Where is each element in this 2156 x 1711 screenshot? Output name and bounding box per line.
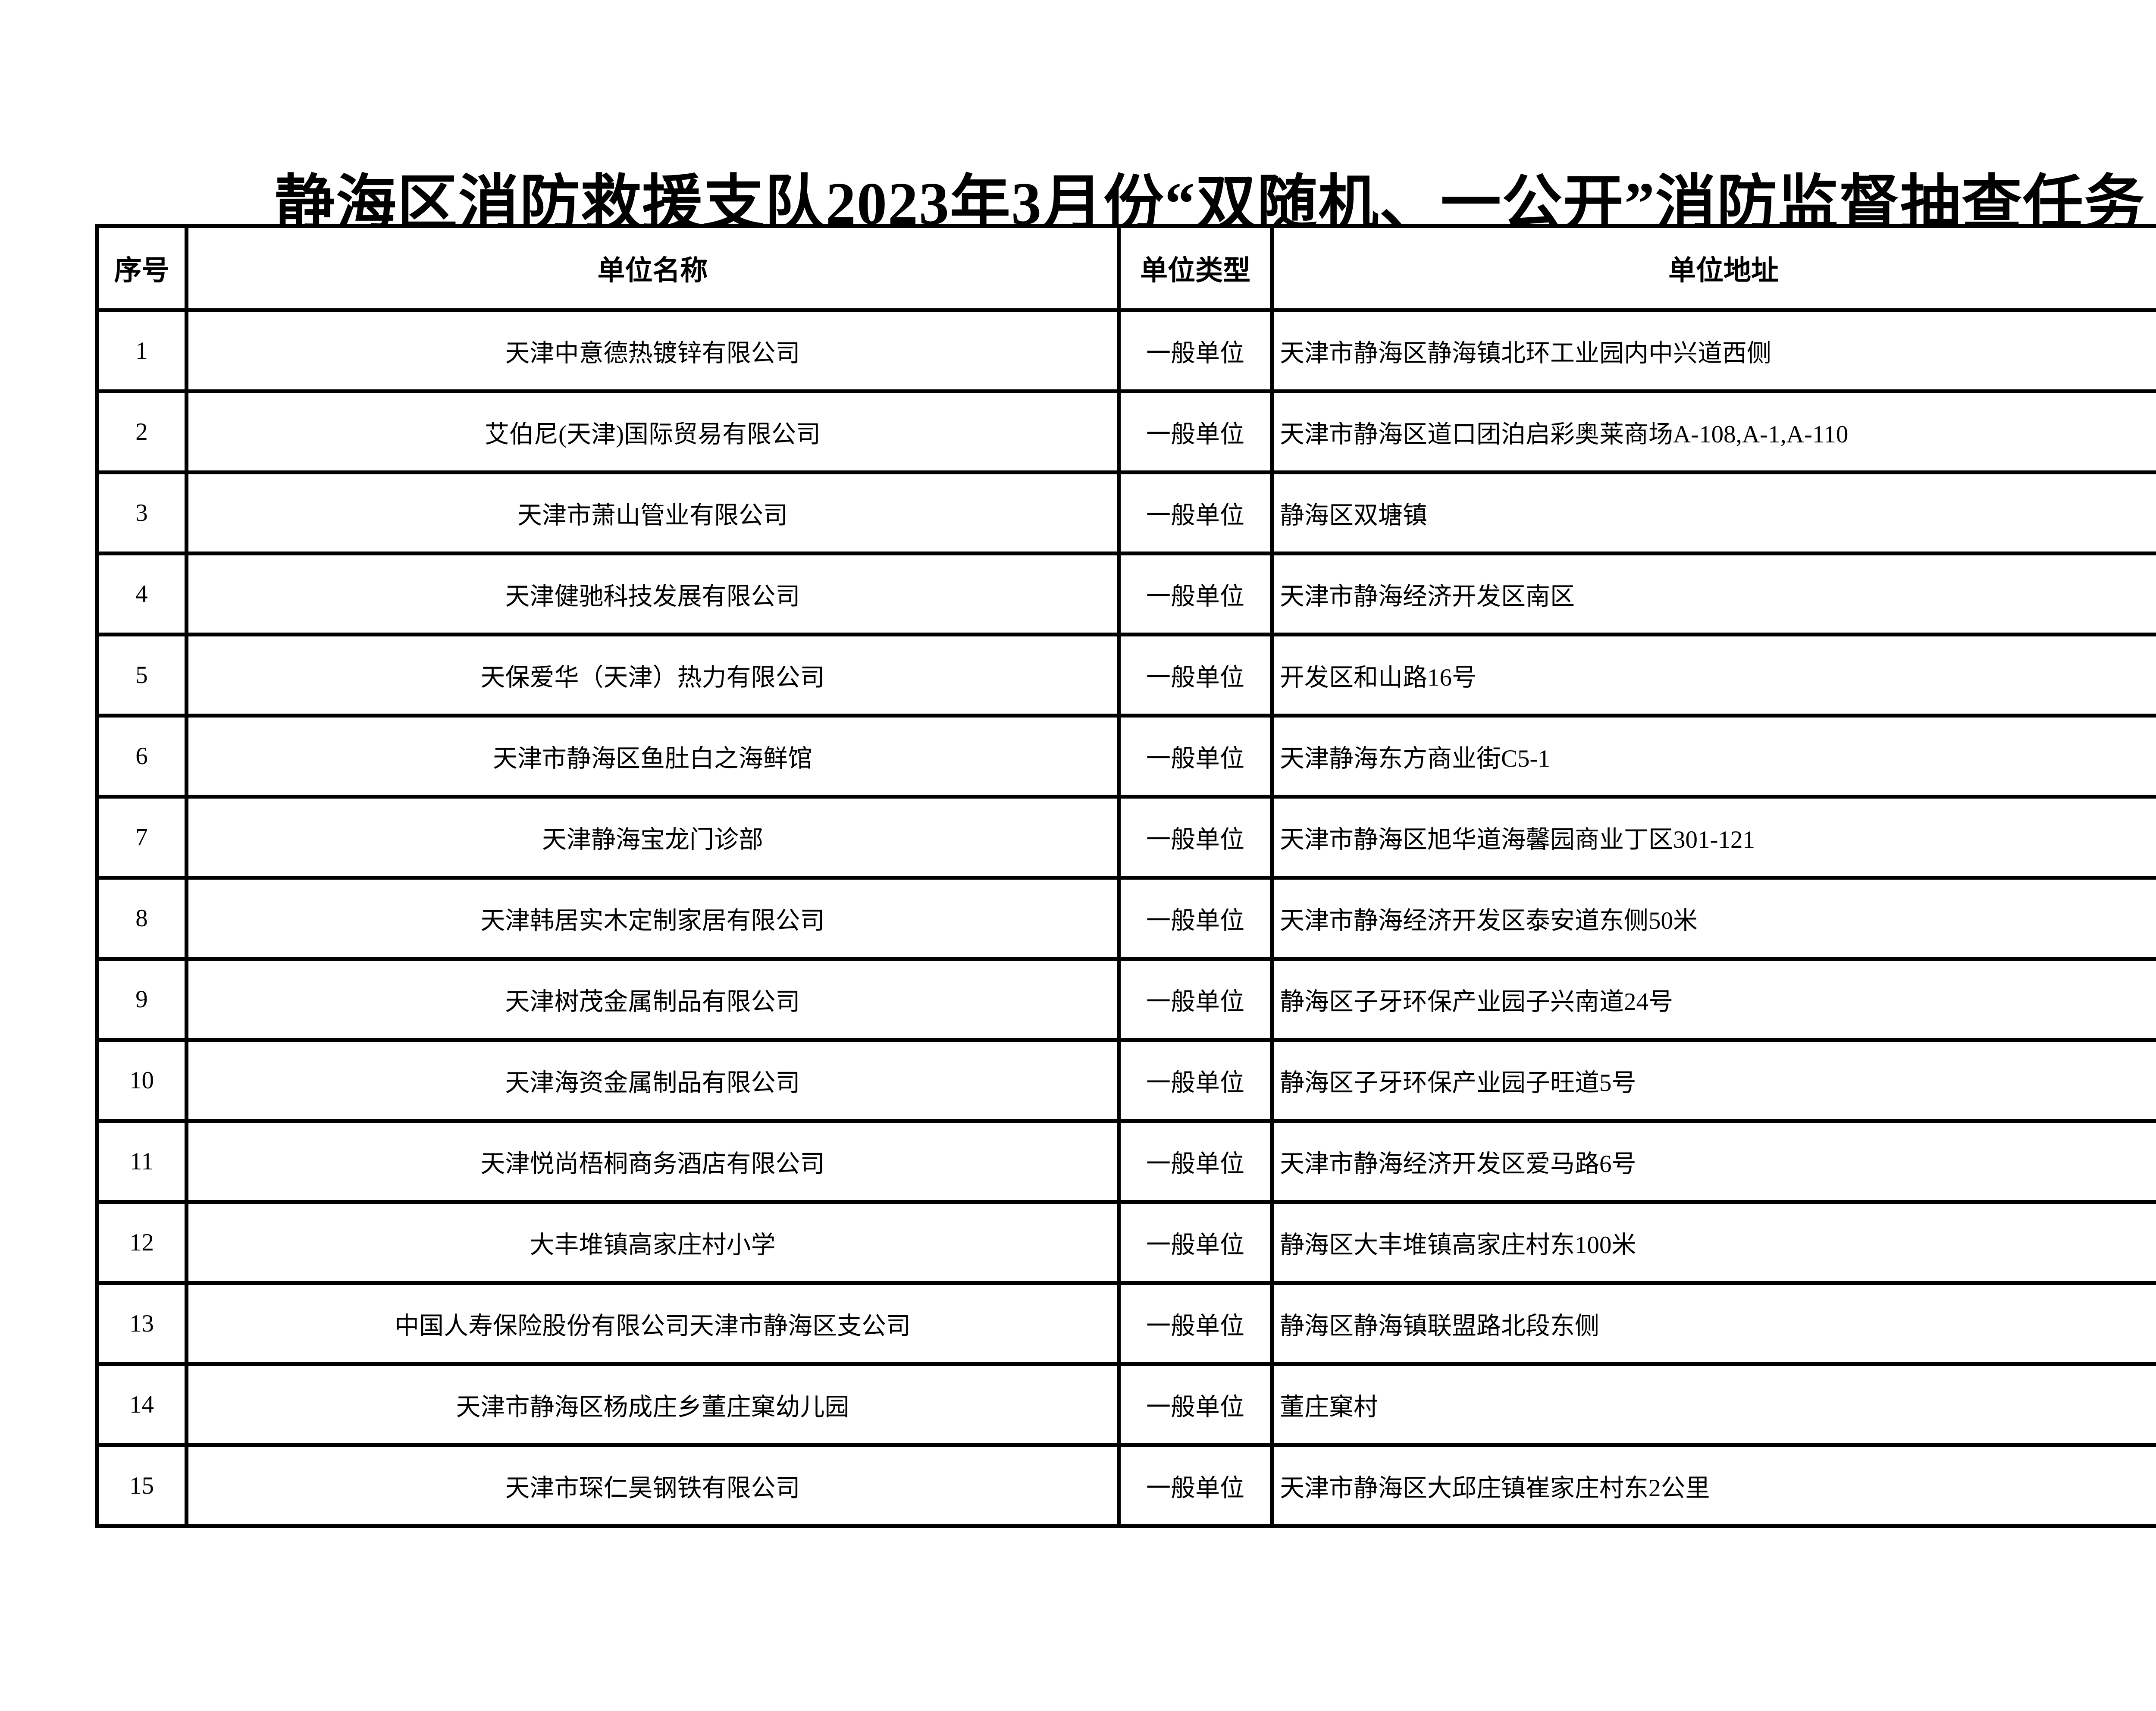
table-row: 12 大丰堆镇高家庄村小学 一般单位 静海区大丰堆镇高家庄村东100米 日常抽查 (95, 1200, 2156, 1285)
cell-unit-type: 一般单位 (1117, 1281, 1274, 1366)
cell-serial-number: 3 (95, 470, 188, 555)
cell-serial-number: 9 (95, 957, 188, 1042)
cell-serial-number: 1 (95, 308, 188, 393)
cell-unit-address: 静海区子牙环保产业园子旺道5号 (1270, 1038, 2156, 1123)
table-row: 5 天保爱华（天津）热力有限公司 一般单位 开发区和山路16号 日常抽查 (95, 633, 2156, 718)
cell-unit-type: 一般单位 (1117, 1443, 1274, 1528)
cell-serial-number: 12 (95, 1200, 188, 1285)
cell-unit-name: 天津中意德热镀锌有限公司 (185, 308, 1121, 393)
table-header-row: 序号 单位名称 单位类型 单位地址 抽查类型 (95, 224, 2156, 312)
table-row: 15 天津市琛仁昊钢铁有限公司 一般单位 天津市静海区大邱庄镇崔家庄村东2公里 … (95, 1443, 2156, 1528)
cell-unit-name: 天津悦尚梧桐商务酒店有限公司 (185, 1119, 1121, 1204)
cell-unit-type: 一般单位 (1117, 552, 1274, 636)
cell-unit-address: 静海区大丰堆镇高家庄村东100米 (1270, 1200, 2156, 1285)
table-row: 4 天津健驰科技发展有限公司 一般单位 天津市静海经济开发区南区 日常抽查 (95, 552, 2156, 636)
cell-unit-address: 天津市静海区静海镇北环工业园内中兴道西侧 (1270, 308, 2156, 393)
cell-unit-address: 天津市静海经济开发区爱马路6号 (1270, 1119, 2156, 1204)
cell-unit-name: 天保爱华（天津）热力有限公司 (185, 633, 1121, 718)
cell-unit-name: 天津静海宝龙门诊部 (185, 795, 1121, 880)
cell-unit-address: 静海区双塘镇 (1270, 470, 2156, 555)
cell-serial-number: 11 (95, 1119, 188, 1204)
table-row: 2 艾伯尼(天津)国际贸易有限公司 一般单位 天津市静海区道口团泊启彩奥莱商场A… (95, 389, 2156, 474)
column-header-unit-name: 单位名称 (185, 224, 1121, 312)
column-header-serial-number: 序号 (95, 224, 188, 312)
cell-unit-type: 一般单位 (1117, 1038, 1274, 1123)
cell-unit-address: 天津市静海区旭华道海馨园商业丁区301-121 (1270, 795, 2156, 880)
cell-unit-type: 一般单位 (1117, 633, 1274, 718)
cell-unit-address: 天津静海东方商业街C5-1 (1270, 714, 2156, 799)
cell-unit-type: 一般单位 (1117, 389, 1274, 474)
cell-unit-type: 一般单位 (1117, 308, 1274, 393)
cell-unit-address: 天津市静海经济开发区南区 (1270, 552, 2156, 636)
cell-unit-type: 一般单位 (1117, 1119, 1274, 1204)
cell-unit-address: 开发区和山路16号 (1270, 633, 2156, 718)
table-row: 14 天津市静海区杨成庄乡董庄窠幼儿园 一般单位 董庄窠村 日常抽查 (95, 1362, 2156, 1447)
cell-unit-name: 天津健驰科技发展有限公司 (185, 552, 1121, 636)
cell-unit-name: 大丰堆镇高家庄村小学 (185, 1200, 1121, 1285)
table-row: 1 天津中意德热镀锌有限公司 一般单位 天津市静海区静海镇北环工业园内中兴道西侧… (95, 308, 2156, 393)
cell-unit-type: 一般单位 (1117, 470, 1274, 555)
cell-serial-number: 6 (95, 714, 188, 799)
cell-unit-type: 一般单位 (1117, 1362, 1274, 1447)
cell-serial-number: 2 (95, 389, 188, 474)
table-header: 序号 单位名称 单位类型 单位地址 抽查类型 (95, 224, 2156, 312)
cell-unit-name: 天津市静海区杨成庄乡董庄窠幼儿园 (185, 1362, 1121, 1447)
cell-unit-type: 一般单位 (1117, 957, 1274, 1042)
table-row: 13 中国人寿保险股份有限公司天津市静海区支公司 一般单位 静海区静海镇联盟路北… (95, 1281, 2156, 1366)
cell-unit-address: 静海区静海镇联盟路北段东侧 (1270, 1281, 2156, 1366)
column-header-unit-address: 单位地址 (1270, 224, 2156, 312)
column-header-unit-type: 单位类型 (1117, 224, 1274, 312)
cell-serial-number: 13 (95, 1281, 188, 1366)
cell-serial-number: 14 (95, 1362, 188, 1447)
table-row: 10 天津海资金属制品有限公司 一般单位 静海区子牙环保产业园子旺道5号 日常抽… (95, 1038, 2156, 1123)
table-row: 8 天津韩居实木定制家居有限公司 一般单位 天津市静海经济开发区泰安道东侧50米… (95, 876, 2156, 961)
table-row: 9 天津树茂金属制品有限公司 一般单位 静海区子牙环保产业园子兴南道24号 日常… (95, 957, 2156, 1042)
inspection-task-table: 序号 单位名称 单位类型 单位地址 抽查类型 1 天津中意德热镀锌有限公司 一般… (95, 224, 2156, 1528)
cell-unit-name: 天津市静海区鱼肚白之海鲜馆 (185, 714, 1121, 799)
cell-unit-name: 中国人寿保险股份有限公司天津市静海区支公司 (185, 1281, 1121, 1366)
cell-unit-name: 天津市琛仁昊钢铁有限公司 (185, 1443, 1121, 1528)
table-row: 7 天津静海宝龙门诊部 一般单位 天津市静海区旭华道海馨园商业丁区301-121… (95, 795, 2156, 880)
cell-unit-address: 天津市静海区大邱庄镇崔家庄村东2公里 (1270, 1443, 2156, 1528)
cell-unit-address: 天津市静海经济开发区泰安道东侧50米 (1270, 876, 2156, 961)
cell-unit-type: 一般单位 (1117, 876, 1274, 961)
cell-serial-number: 8 (95, 876, 188, 961)
cell-unit-type: 一般单位 (1117, 1200, 1274, 1285)
table-row: 11 天津悦尚梧桐商务酒店有限公司 一般单位 天津市静海经济开发区爱马路6号 日… (95, 1119, 2156, 1204)
cell-serial-number: 7 (95, 795, 188, 880)
cell-serial-number: 15 (95, 1443, 188, 1528)
cell-unit-type: 一般单位 (1117, 714, 1274, 799)
cell-unit-address: 董庄窠村 (1270, 1362, 2156, 1447)
cell-serial-number: 10 (95, 1038, 188, 1123)
cell-serial-number: 5 (95, 633, 188, 718)
table-body: 1 天津中意德热镀锌有限公司 一般单位 天津市静海区静海镇北环工业园内中兴道西侧… (95, 308, 2156, 1528)
cell-unit-type: 一般单位 (1117, 795, 1274, 880)
cell-unit-address: 天津市静海区道口团泊启彩奥莱商场A-108,A-1,A-110 (1270, 389, 2156, 474)
cell-serial-number: 4 (95, 552, 188, 636)
cell-unit-name: 天津韩居实木定制家居有限公司 (185, 876, 1121, 961)
table-row: 6 天津市静海区鱼肚白之海鲜馆 一般单位 天津静海东方商业街C5-1 日常抽查 (95, 714, 2156, 799)
cell-unit-name: 天津海资金属制品有限公司 (185, 1038, 1121, 1123)
cell-unit-name: 天津树茂金属制品有限公司 (185, 957, 1121, 1042)
cell-unit-name: 艾伯尼(天津)国际贸易有限公司 (185, 389, 1121, 474)
table-row: 3 天津市萧山管业有限公司 一般单位 静海区双塘镇 日常抽查 (95, 470, 2156, 555)
cell-unit-address: 静海区子牙环保产业园子兴南道24号 (1270, 957, 2156, 1042)
cell-unit-name: 天津市萧山管业有限公司 (185, 470, 1121, 555)
